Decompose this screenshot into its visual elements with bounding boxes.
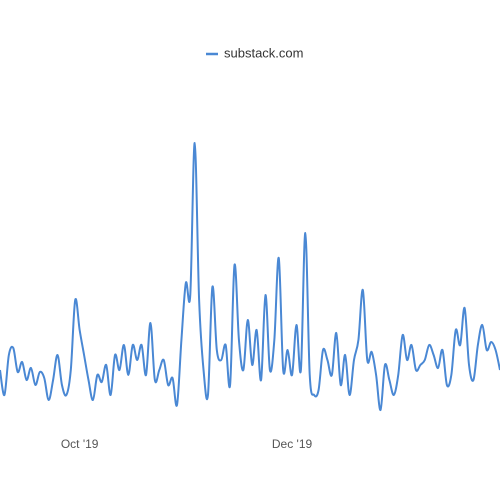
line: [0, 141, 500, 412]
legend-label: substack.com: [224, 45, 303, 60]
x-tick-label: Oct '19: [61, 437, 99, 451]
x-tick-label: Dec '19: [272, 437, 313, 451]
